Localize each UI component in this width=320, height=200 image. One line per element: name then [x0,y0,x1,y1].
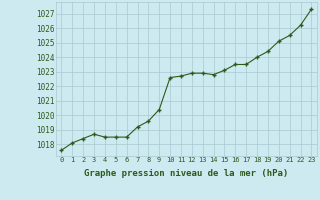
X-axis label: Graphe pression niveau de la mer (hPa): Graphe pression niveau de la mer (hPa) [84,169,289,178]
